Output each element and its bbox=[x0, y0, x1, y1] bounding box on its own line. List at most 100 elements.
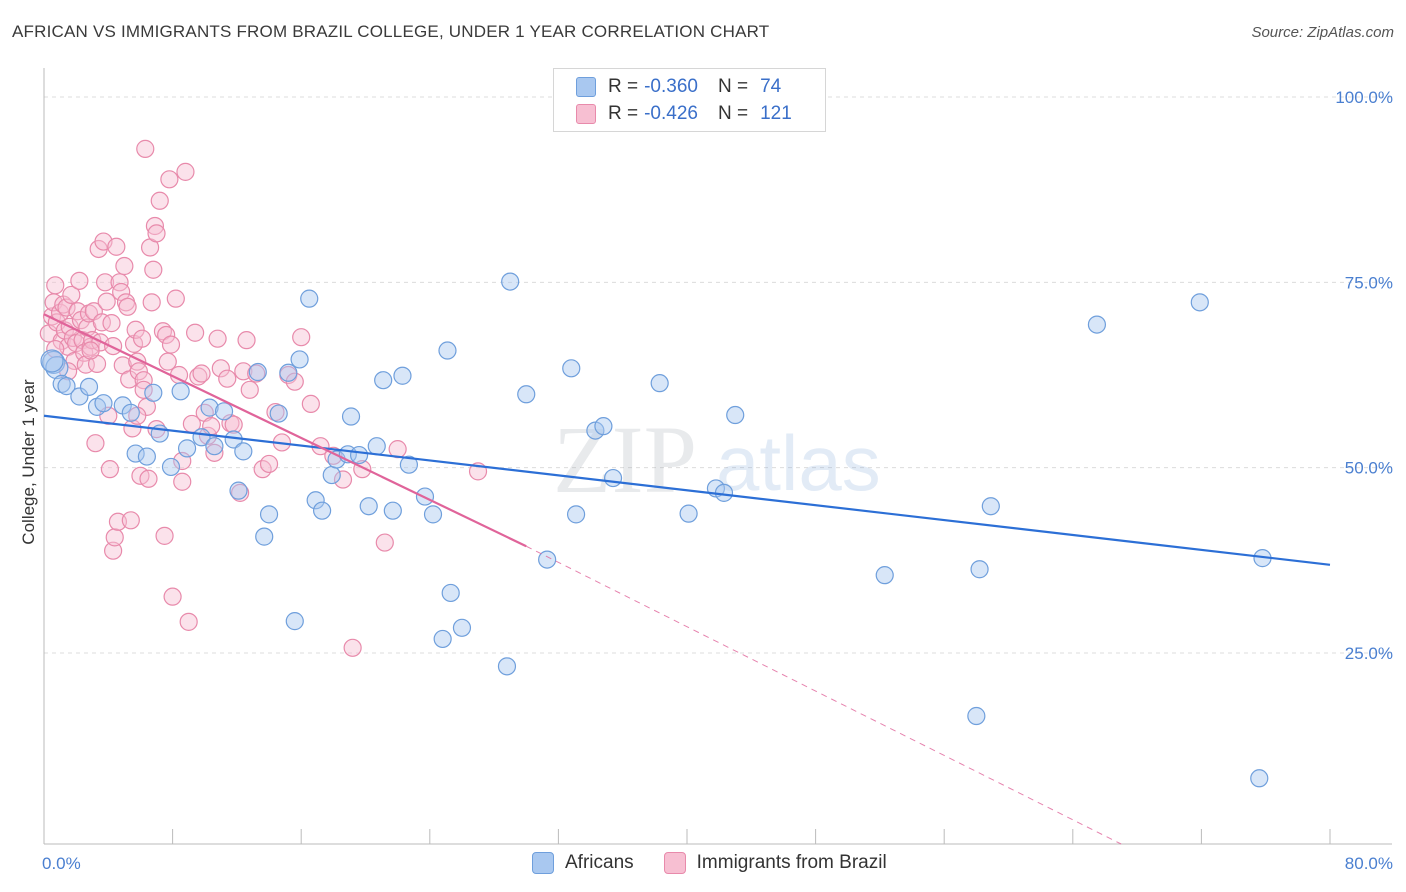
brazil-point-68 bbox=[155, 526, 174, 545]
africans-point-25 bbox=[255, 527, 274, 546]
series-africans-points bbox=[40, 272, 1272, 788]
brazil-point-57 bbox=[134, 371, 153, 390]
brazil-point-36 bbox=[100, 460, 120, 479]
legend-swatch-brazil bbox=[663, 852, 686, 874]
africans-point-7 bbox=[94, 394, 113, 413]
africans-point-3 bbox=[57, 377, 76, 396]
brazil-trend-line bbox=[43, 313, 527, 548]
brazil-point-3 bbox=[46, 276, 65, 295]
africans-trend-line bbox=[43, 414, 1331, 566]
brazil-point-66 bbox=[150, 191, 169, 210]
chart-title: AFRICAN VS IMMIGRANTS FROM BRAZIL COLLEG… bbox=[12, 22, 770, 41]
legend-swatch-brazil bbox=[576, 104, 596, 124]
brazil-point-17 bbox=[70, 271, 89, 290]
brazil-point-47 bbox=[118, 297, 137, 316]
africans-point-19 bbox=[205, 437, 224, 456]
brazil-point-116 bbox=[104, 336, 123, 356]
x-tick-label-0: 0.0% bbox=[42, 854, 81, 873]
brazil-point-98 bbox=[259, 454, 279, 474]
brazil-point-63 bbox=[144, 260, 163, 279]
africans-point-32 bbox=[306, 491, 325, 510]
brazil-point-76 bbox=[173, 472, 192, 491]
africans-point-50 bbox=[452, 618, 472, 637]
brazil-point-62 bbox=[142, 293, 161, 312]
africans-point-67 bbox=[970, 560, 989, 579]
watermark-atlas: atlas bbox=[716, 419, 881, 507]
legend-label-brazil: Immigrants from Brazil bbox=[696, 852, 887, 873]
africans-point-60 bbox=[650, 374, 669, 393]
tick-labels: 25.0% 50.0% 75.0% 100.0% 0.0% 80.0% bbox=[42, 88, 1393, 873]
africans-point-73 bbox=[40, 349, 64, 373]
africans-point-18 bbox=[200, 398, 219, 417]
africans-point-34 bbox=[322, 465, 341, 485]
legend-n-value: 74 bbox=[760, 76, 782, 97]
africans-point-5 bbox=[79, 377, 99, 396]
y-axis-label: College, Under 1 year bbox=[19, 379, 38, 545]
y-tick-label-2: 75.0% bbox=[1345, 273, 1393, 292]
africans-point-44 bbox=[399, 455, 419, 474]
legend-r-value: -0.360 bbox=[644, 76, 698, 97]
africans-point-37 bbox=[341, 407, 361, 426]
africans-point-14 bbox=[161, 457, 181, 477]
x-tick-label-1: 80.0% bbox=[1345, 854, 1393, 873]
trend-lines bbox=[43, 313, 1331, 845]
brazil-point-27 bbox=[86, 434, 105, 453]
series-legend: Africans Immigrants from Brazil bbox=[532, 852, 917, 874]
africans-point-64 bbox=[726, 405, 745, 425]
brazil-point-52 bbox=[126, 320, 145, 339]
stats-legend: R = -0.360 N = 74 R = -0.426 N = 121 bbox=[553, 68, 826, 132]
brazil-point-69 bbox=[157, 325, 176, 345]
africans-point-22 bbox=[229, 481, 248, 500]
brazil-point-72 bbox=[161, 335, 181, 354]
brazil-point-58 bbox=[136, 139, 155, 158]
brazil-point-73 bbox=[163, 587, 182, 606]
legend-row-brazil: R = -0.426 N = 121 bbox=[576, 103, 792, 125]
y-tick-label-1: 50.0% bbox=[1345, 459, 1393, 478]
africans-point-29 bbox=[285, 612, 304, 631]
africans-point-30 bbox=[290, 350, 309, 369]
brazil-point-37 bbox=[102, 314, 121, 333]
brazil-point-107 bbox=[333, 470, 353, 489]
brazil-point-70 bbox=[158, 352, 177, 371]
africans-point-10 bbox=[126, 444, 145, 463]
legend-swatch-africans bbox=[576, 77, 596, 97]
brazil-point-56 bbox=[132, 329, 152, 348]
brazil-point-45 bbox=[115, 256, 134, 276]
legend-item-africans[interactable]: Africans bbox=[532, 852, 634, 874]
africans-point-16 bbox=[177, 439, 197, 458]
africans-point-49 bbox=[441, 583, 460, 603]
grid-lines bbox=[44, 96, 1392, 654]
axes bbox=[43, 68, 1392, 845]
africans-point-61 bbox=[679, 504, 698, 523]
brazil-point-65 bbox=[147, 224, 166, 243]
brazil-point-33 bbox=[95, 273, 115, 292]
brazil-point-114 bbox=[81, 341, 100, 360]
africans-point-54 bbox=[538, 550, 557, 569]
brazil-point-12 bbox=[62, 285, 81, 305]
brazil-point-39 bbox=[105, 528, 124, 547]
africans-point-11 bbox=[137, 447, 156, 466]
africans-point-52 bbox=[501, 272, 520, 291]
africans-point-53 bbox=[517, 385, 536, 404]
africans-point-68 bbox=[981, 497, 1000, 516]
legend-item-brazil[interactable]: Immigrants from Brazil bbox=[663, 852, 887, 874]
africans-point-28 bbox=[279, 363, 298, 382]
y-tick-label-0: 25.0% bbox=[1345, 644, 1393, 663]
africans-point-43 bbox=[393, 366, 412, 385]
watermark-zip: ZIP bbox=[553, 406, 697, 513]
brazil-point-74 bbox=[166, 289, 185, 308]
brazil-point-40 bbox=[107, 237, 126, 256]
brazil-point-103 bbox=[292, 328, 311, 347]
africans-point-20 bbox=[214, 402, 234, 421]
brazil-point-54 bbox=[129, 362, 148, 381]
legend-swatch-africans bbox=[532, 852, 554, 874]
brazil-point-31 bbox=[92, 313, 111, 332]
africans-point-40 bbox=[367, 437, 386, 456]
africans-point-23 bbox=[234, 442, 253, 461]
brazil-trend-extension bbox=[526, 545, 1122, 845]
africans-point-26 bbox=[259, 505, 279, 524]
africans-point-66 bbox=[967, 706, 986, 726]
brazil-point-71 bbox=[160, 170, 179, 189]
legend-n-value: 121 bbox=[760, 103, 792, 124]
